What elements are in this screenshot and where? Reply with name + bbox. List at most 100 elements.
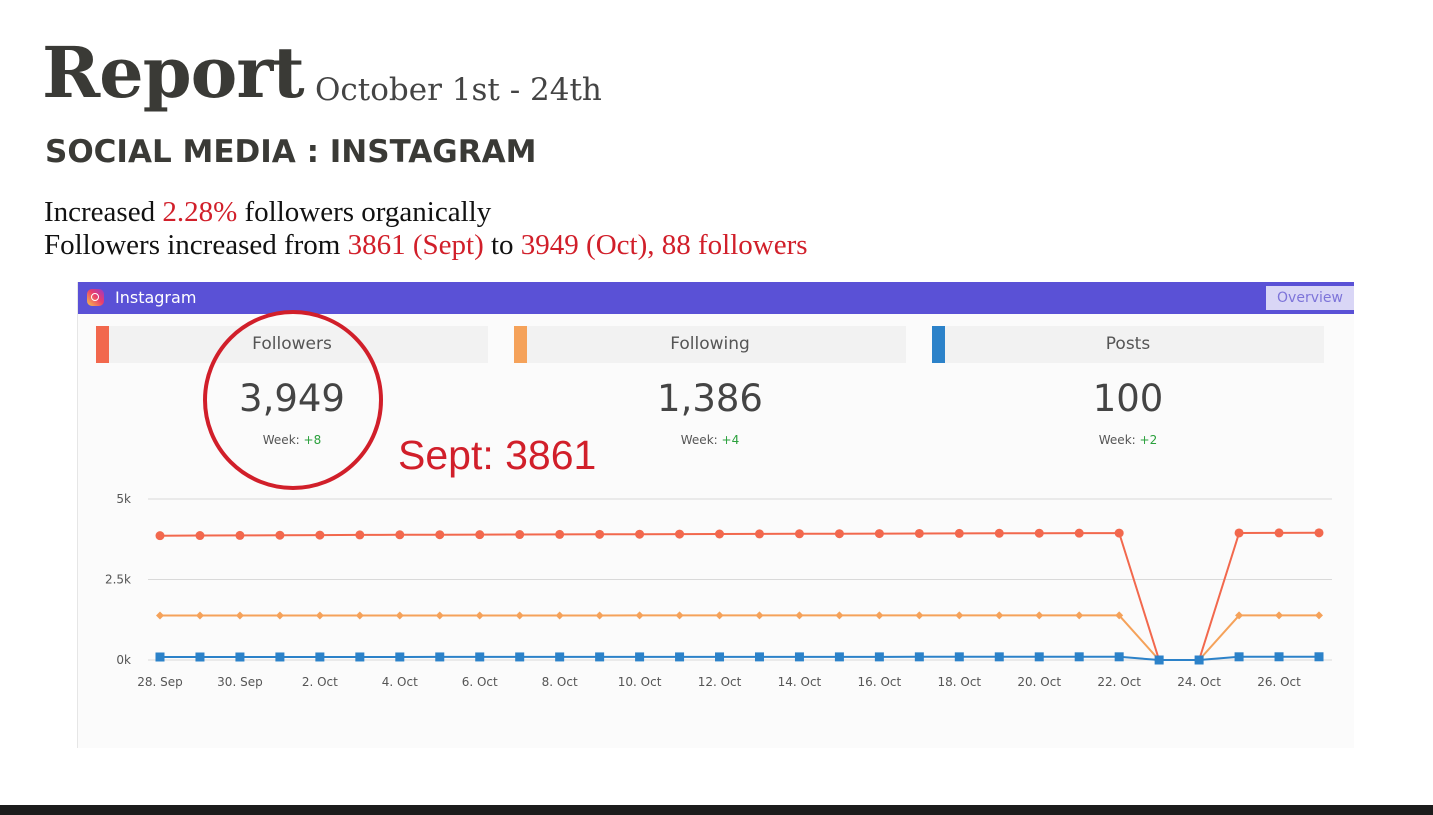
- following-point: [1115, 611, 1124, 620]
- following-point: [915, 611, 924, 620]
- x-tick-label: 18. Oct: [937, 675, 981, 689]
- followers-point: [874, 529, 884, 539]
- followers-point: [195, 531, 205, 541]
- following-point: [795, 611, 804, 620]
- posts-point: [1314, 652, 1324, 662]
- followers-point: [834, 529, 844, 539]
- followers-point: [635, 529, 645, 539]
- posts-point: [1114, 652, 1124, 662]
- y-tick-label: 0k: [116, 653, 131, 667]
- summary-line-1-pre: Increased: [44, 196, 163, 228]
- x-tick-label: 12. Oct: [698, 675, 742, 689]
- following-color-bar: [514, 326, 527, 363]
- report-title: Report: [42, 31, 305, 114]
- report-subtitle: SOCIAL MEDIA : INSTAGRAM: [45, 134, 537, 170]
- x-tick-label: 8. Oct: [542, 675, 578, 689]
- x-tick-label: 10. Oct: [618, 675, 662, 689]
- followers-point: [1114, 528, 1124, 538]
- following-point: [635, 611, 644, 620]
- followers-point: [1314, 528, 1324, 538]
- followers-point: [355, 530, 365, 540]
- y-tick-label: 2.5k: [105, 573, 131, 587]
- followers-color-bar: [96, 326, 109, 363]
- posts-point: [1074, 652, 1084, 662]
- following-point: [755, 611, 764, 620]
- followers-point: [954, 528, 964, 538]
- followers-point: [555, 529, 565, 539]
- posts-point: [395, 652, 405, 662]
- posts-tile-header: Posts: [932, 326, 1324, 363]
- following-point: [355, 611, 364, 620]
- widget-title: Instagram: [115, 288, 197, 307]
- summary-line-2-pre: Followers increased from: [44, 229, 348, 261]
- followers-point: [395, 530, 405, 540]
- followers-point: [1234, 528, 1244, 538]
- posts-point: [794, 652, 804, 662]
- followers-point: [235, 530, 245, 540]
- x-tick-label: 24. Oct: [1177, 675, 1221, 689]
- posts-point: [1274, 652, 1284, 662]
- x-tick-label: 28. Sep: [137, 675, 183, 689]
- posts-value: 100: [1092, 377, 1164, 420]
- followers-point: [515, 530, 525, 540]
- following-point: [955, 611, 964, 620]
- following-week-label: Week:: [680, 433, 718, 447]
- following-week-change: +4: [721, 433, 740, 447]
- followers-point: [754, 529, 764, 539]
- x-tick-label: 6. Oct: [462, 675, 498, 689]
- posts-point: [874, 652, 884, 662]
- posts-color-bar: [932, 326, 945, 363]
- followers-point: [475, 530, 485, 540]
- followers-point: [675, 529, 685, 539]
- followers-point: [595, 529, 605, 539]
- posts-point: [754, 652, 764, 662]
- following-value: 1,386: [657, 377, 763, 420]
- oct-followers: 3949 (Oct), 88 followers: [520, 229, 808, 261]
- followers-point: [1074, 528, 1084, 538]
- following-point: [435, 611, 444, 620]
- x-tick-label: 14. Oct: [778, 675, 822, 689]
- followers-point: [1274, 528, 1284, 538]
- posts-point: [954, 652, 964, 662]
- sept-annotation: Sept: 3861: [398, 432, 597, 478]
- report-date-range: October 1st - 24th: [315, 72, 602, 108]
- highlight-circle: [203, 310, 383, 490]
- following-point: [1315, 611, 1323, 620]
- posts-point: [555, 652, 565, 662]
- posts-point: [515, 652, 525, 662]
- following-point: [595, 611, 604, 620]
- posts-point: [475, 652, 485, 662]
- followers-point: [994, 528, 1004, 538]
- posts-point: [435, 652, 445, 662]
- x-tick-label: 26. Oct: [1257, 675, 1301, 689]
- following-point: [315, 611, 324, 620]
- posts-point: [675, 652, 685, 662]
- posts-point: [1034, 652, 1044, 662]
- overview-button[interactable]: Overview: [1266, 286, 1354, 310]
- followers-point: [794, 529, 804, 539]
- following-series-line: [160, 614, 1319, 661]
- posts-point: [1154, 655, 1164, 665]
- following-point: [1235, 611, 1244, 620]
- followers-point: [275, 530, 285, 540]
- followers-point: [435, 530, 445, 540]
- posts-point: [635, 652, 645, 662]
- summary-line-2-mid: to: [483, 229, 521, 261]
- following-tile-header: Following: [514, 326, 906, 363]
- posts-label: Posts: [1105, 334, 1151, 354]
- following-point: [1075, 611, 1084, 620]
- x-tick-label: 16. Oct: [858, 675, 902, 689]
- following-point: [515, 611, 524, 620]
- summary-line-1: Increased 2.28% followers organically: [44, 195, 491, 229]
- posts-week-label: Week:: [1098, 433, 1136, 447]
- posts-point: [715, 652, 725, 662]
- x-tick-label: 22. Oct: [1097, 675, 1141, 689]
- followers-point: [715, 529, 725, 539]
- followers-point: [315, 530, 325, 540]
- followers-point: [155, 531, 165, 541]
- following-point: [555, 611, 564, 620]
- posts-point: [834, 652, 844, 662]
- followers-point: [1034, 528, 1044, 538]
- following-point: [275, 611, 284, 620]
- posts-point: [235, 652, 245, 662]
